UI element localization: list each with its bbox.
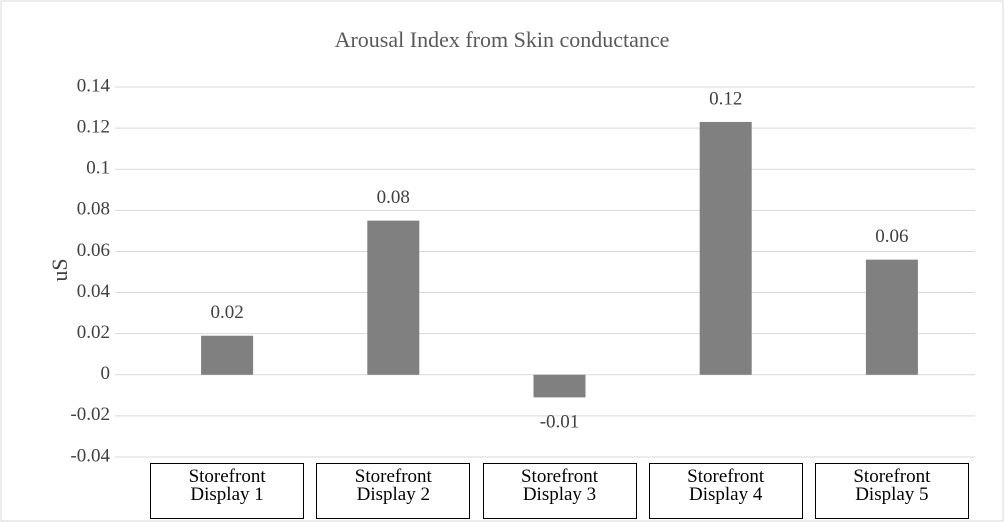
y-tick-label: 0.12 xyxy=(77,116,110,137)
x-tick-label: Storefront Display 4 xyxy=(648,463,803,519)
y-tick-label: 0.1 xyxy=(86,158,110,179)
y-tick-label: 0.08 xyxy=(77,199,110,220)
bar xyxy=(533,374,586,398)
bar xyxy=(367,220,420,375)
data-label: 0.12 xyxy=(709,88,742,109)
data-label: -0.01 xyxy=(540,412,580,433)
bar xyxy=(201,335,254,375)
y-axis-label: uS xyxy=(47,258,72,281)
x-tick-label: Storefront Display 2 xyxy=(316,463,471,519)
y-tick-label: 0 xyxy=(101,363,111,384)
chart-title: Arousal Index from Skin conductance xyxy=(335,27,670,52)
y-tick-label: -0.04 xyxy=(70,445,110,466)
y-tick-label: 0.04 xyxy=(77,281,111,302)
x-tick-label: Storefront Display 5 xyxy=(814,463,969,519)
bar xyxy=(865,259,918,375)
x-tick-label: Storefront Display 3 xyxy=(482,463,637,519)
y-tick-label: 0.06 xyxy=(77,240,110,261)
y-tick-label: -0.02 xyxy=(70,404,110,425)
data-label: 0.06 xyxy=(875,226,908,247)
data-label: 0.08 xyxy=(377,187,410,208)
y-tick-label: 0.14 xyxy=(77,75,111,96)
bar xyxy=(699,121,752,375)
x-tick-label: Storefront Display 1 xyxy=(150,463,305,519)
y-tick-label: 0.02 xyxy=(77,322,110,343)
data-label: 0.02 xyxy=(210,302,243,323)
